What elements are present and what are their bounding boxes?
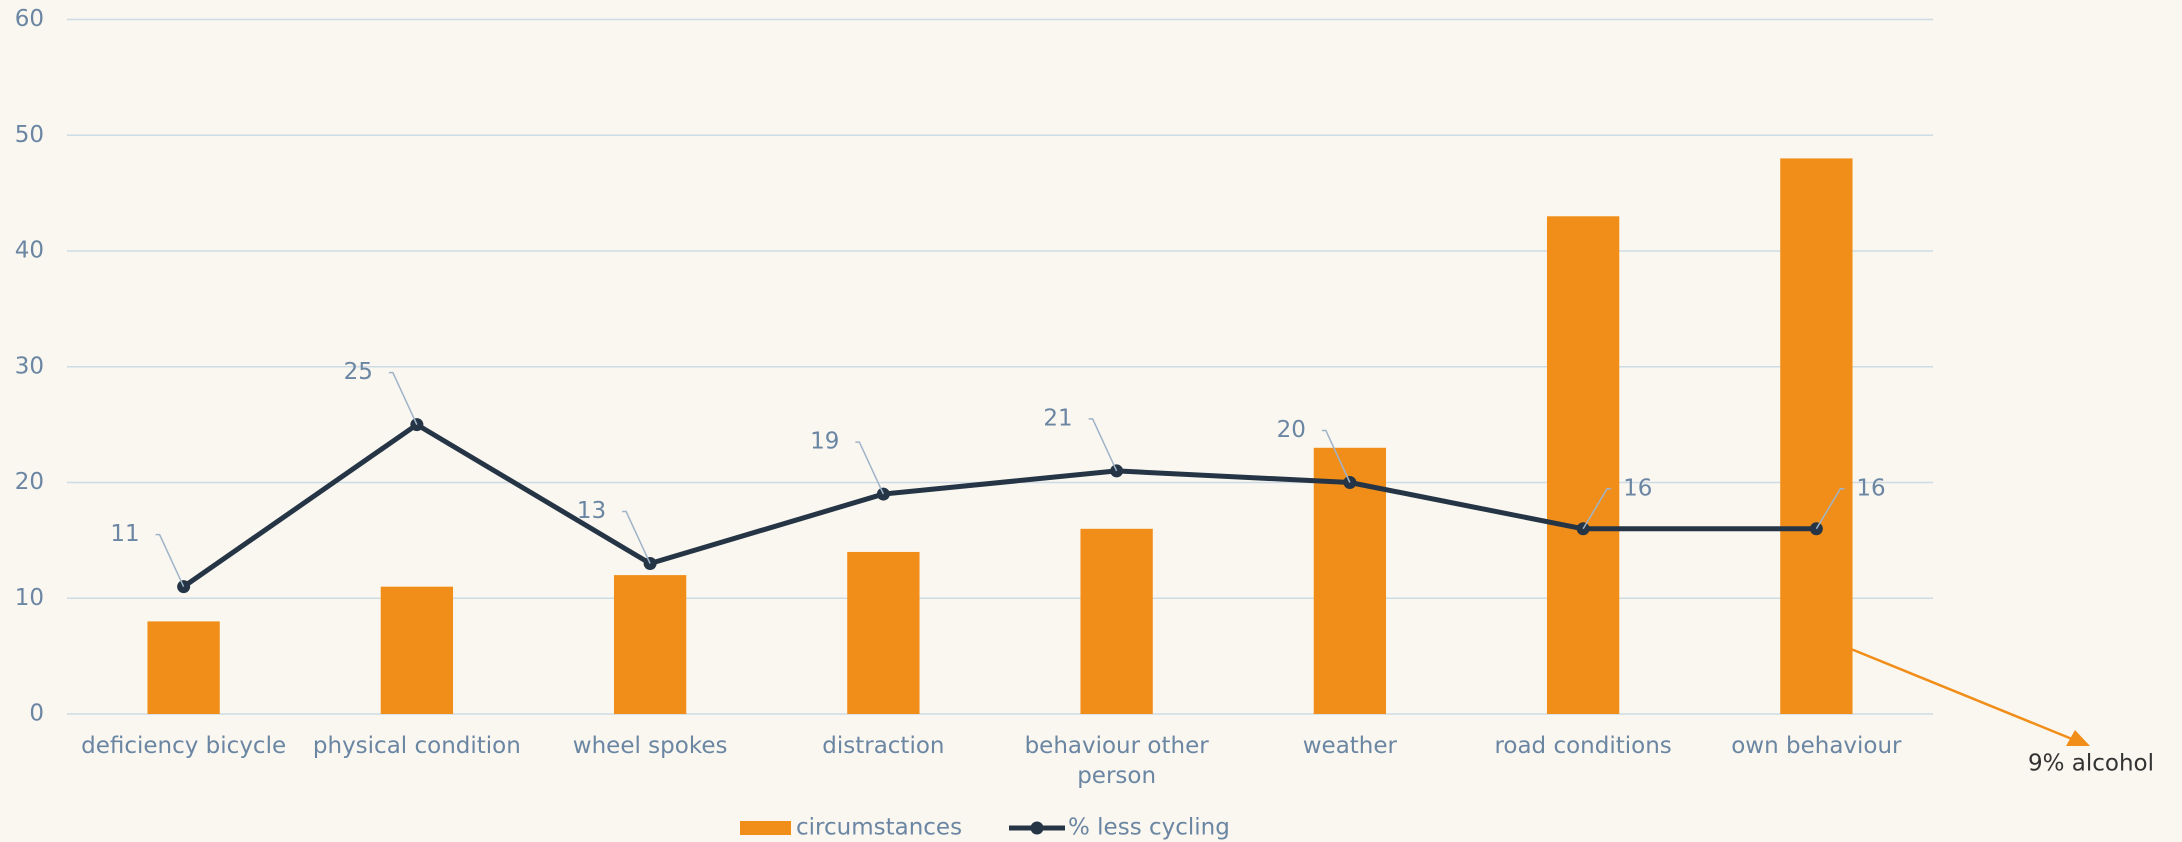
legend-point: [1030, 821, 1044, 835]
y-tick-label: 10: [15, 585, 44, 611]
leader-line: [622, 510, 651, 564]
y-tick-label: 20: [15, 469, 44, 495]
bar: [1546, 216, 1620, 714]
annotation-arrowhead: [2066, 730, 2090, 746]
bar: [613, 575, 687, 714]
y-tick-label: 30: [15, 353, 44, 379]
data-label: 16: [1856, 475, 1885, 501]
x-tick-label: deficiency bicycle: [81, 733, 287, 759]
x-tick-label: weather: [1302, 733, 1397, 759]
data-label: 21: [1043, 405, 1072, 431]
bar: [1780, 158, 1853, 714]
bar: [380, 586, 454, 714]
leader-line: [1815, 488, 1845, 530]
x-tick-label: distraction: [822, 733, 945, 759]
x-tick-label: physical condition: [312, 733, 521, 759]
data-label: 11: [110, 521, 139, 547]
bar: [147, 621, 220, 714]
leader-line: [1088, 418, 1118, 472]
legend-label: circumstances: [796, 815, 962, 841]
x-tick-label: own behaviour: [1731, 733, 1902, 759]
y-tick-label: 50: [15, 122, 44, 148]
line: [182, 422, 1817, 589]
y-tick-label: 60: [15, 6, 44, 32]
leader-line: [388, 371, 418, 425]
data-label: 19: [810, 429, 839, 455]
leader-line: [155, 533, 185, 587]
data-label: 13: [577, 498, 606, 524]
y-tick-label: 0: [29, 701, 44, 727]
leader-line: [1582, 488, 1612, 530]
data-label: 20: [1277, 417, 1306, 443]
bar: [847, 551, 920, 714]
legend-label: % less cycling: [1068, 815, 1230, 841]
x-tick-label: road conditions: [1494, 733, 1672, 759]
leader-line: [1321, 429, 1351, 483]
y-tick-label: 40: [15, 238, 44, 264]
legend-swatch: [740, 821, 791, 835]
x-tick-label: behaviour other person: [1024, 733, 1209, 789]
annotation-arrow: [1850, 647, 2073, 741]
bar: [1080, 528, 1153, 714]
bar: [1313, 447, 1387, 714]
annotation: 9% alcohol: [2028, 751, 2154, 777]
data-label: 16: [1623, 475, 1652, 501]
x-tick-label: wheel spokes: [572, 733, 728, 759]
leader-line: [855, 441, 885, 495]
data-label: 25: [344, 359, 373, 385]
